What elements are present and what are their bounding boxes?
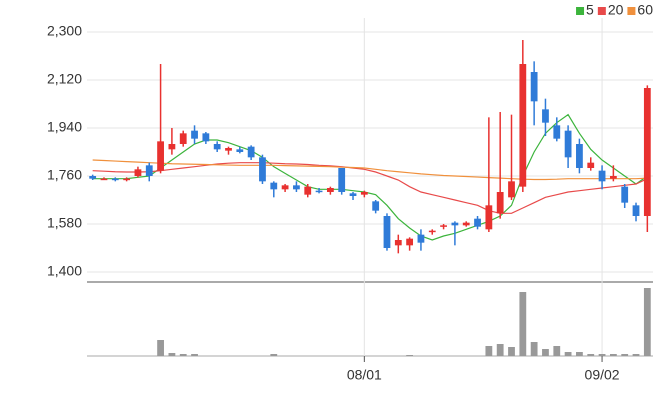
x-tick-label: 08/01 bbox=[347, 367, 382, 383]
legend-swatch bbox=[597, 7, 606, 15]
volume-bar bbox=[587, 354, 595, 356]
y-tick-label: 1,400 bbox=[47, 263, 82, 279]
candle-body bbox=[304, 186, 312, 195]
candle-body bbox=[338, 168, 346, 192]
candle-body bbox=[281, 185, 289, 190]
candle-body bbox=[213, 144, 221, 150]
candle-body bbox=[564, 130, 572, 158]
y-tick-label: 1,760 bbox=[47, 167, 82, 183]
plot bbox=[89, 40, 651, 356]
candle-body bbox=[496, 192, 504, 214]
volume-bar bbox=[270, 354, 278, 356]
candle-body bbox=[406, 238, 414, 246]
volume-bar bbox=[542, 349, 549, 356]
candle-body bbox=[587, 162, 595, 168]
candle-body bbox=[428, 230, 436, 233]
volume-bar bbox=[576, 352, 583, 356]
volume-bar bbox=[508, 347, 515, 356]
moving-average bbox=[92, 113, 648, 241]
volume-bar bbox=[609, 354, 617, 356]
volume-bar bbox=[553, 346, 561, 356]
candle-body bbox=[145, 165, 153, 176]
volume-bar bbox=[406, 355, 414, 356]
candle-body bbox=[417, 234, 425, 243]
legend-swatch bbox=[627, 7, 636, 15]
candle-body bbox=[270, 182, 278, 190]
candle-body bbox=[157, 141, 164, 171]
candle-body bbox=[394, 240, 402, 246]
candle-body bbox=[440, 225, 447, 227]
candle-body bbox=[293, 185, 300, 190]
candle-body bbox=[100, 178, 108, 181]
volume-bar bbox=[157, 340, 164, 356]
candle-body bbox=[202, 133, 210, 142]
candle-body bbox=[360, 192, 368, 195]
moving-average bbox=[92, 162, 648, 214]
candle-body bbox=[372, 201, 380, 211]
legend-swatch bbox=[576, 7, 585, 15]
candle-body bbox=[553, 125, 561, 139]
volume-bar bbox=[598, 354, 606, 356]
candle-body bbox=[225, 148, 232, 151]
y-tick-label: 2,300 bbox=[47, 23, 82, 39]
candle-body bbox=[485, 205, 493, 230]
candle-body bbox=[315, 190, 323, 193]
grid: 1,400 1,580 1,760 1,940 2,120 2,300 08/01 09/02 bbox=[47, 18, 653, 383]
candle-body bbox=[383, 216, 391, 248]
candle-body bbox=[542, 109, 549, 123]
volume-bar bbox=[496, 344, 504, 356]
volume-bar bbox=[519, 292, 527, 356]
candle-body bbox=[576, 144, 583, 168]
legend-label: 60 bbox=[637, 2, 653, 18]
volume-bar bbox=[621, 354, 629, 356]
candle-body bbox=[519, 64, 527, 187]
y-tick-label: 1,940 bbox=[47, 119, 82, 135]
candle-body bbox=[632, 205, 640, 216]
volume-bar bbox=[179, 354, 187, 356]
volume-bar bbox=[564, 352, 572, 356]
candle-body bbox=[326, 188, 334, 192]
y-tick-label: 1,580 bbox=[47, 215, 82, 231]
candle-body bbox=[474, 218, 481, 227]
legend-label: 20 bbox=[608, 2, 624, 18]
volume-bar bbox=[643, 288, 651, 356]
candle-body bbox=[609, 176, 617, 179]
candle-body bbox=[236, 149, 244, 152]
candle-body bbox=[530, 72, 538, 102]
candle-body bbox=[462, 222, 470, 226]
candle-body bbox=[451, 222, 459, 226]
candle-body bbox=[191, 130, 198, 139]
candle-body bbox=[179, 133, 187, 144]
legend-label: 5 bbox=[586, 2, 594, 18]
legend: 60 20 5 bbox=[576, 2, 653, 18]
candle-body bbox=[123, 178, 131, 181]
volume-bar bbox=[168, 353, 176, 356]
candle-body bbox=[134, 169, 142, 176]
x-tick-label: 09/02 bbox=[585, 367, 620, 383]
volume-bar bbox=[191, 354, 198, 356]
candle-body bbox=[168, 144, 176, 150]
candle-body bbox=[259, 157, 266, 182]
candle-body bbox=[89, 176, 97, 179]
volume-bar bbox=[530, 342, 538, 356]
volume-bar bbox=[485, 346, 493, 356]
moving-average bbox=[92, 159, 648, 181]
candle-body bbox=[111, 178, 119, 181]
volume-bar bbox=[632, 354, 640, 356]
candle-body bbox=[643, 88, 651, 216]
candle-body bbox=[621, 186, 629, 203]
y-tick-label: 2,120 bbox=[47, 71, 82, 87]
candle-body bbox=[247, 146, 255, 158]
candle-body bbox=[508, 181, 515, 198]
candle-body bbox=[349, 193, 357, 196]
candle-body bbox=[598, 170, 606, 182]
